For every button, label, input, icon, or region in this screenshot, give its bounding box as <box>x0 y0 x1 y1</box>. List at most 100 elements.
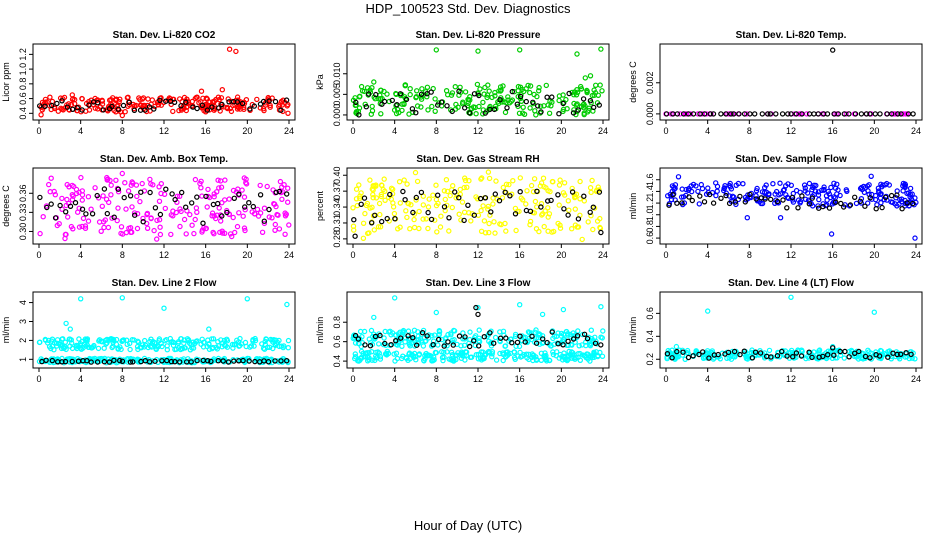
data-point <box>134 356 141 362</box>
hourly-point <box>214 200 221 207</box>
x-tick-label: 20 <box>556 374 566 384</box>
data-point <box>763 182 769 188</box>
hourly-point <box>679 200 685 206</box>
data-point <box>385 350 392 357</box>
data-point <box>486 229 492 236</box>
outlier-point <box>574 51 580 57</box>
data-point <box>384 91 390 97</box>
hourly-point <box>387 191 393 198</box>
hourly-point <box>548 197 554 204</box>
hourly-point <box>556 110 562 117</box>
data-point <box>486 338 492 344</box>
data-point <box>176 107 182 114</box>
data-point <box>241 194 248 200</box>
data-point <box>816 348 822 354</box>
hourly-point <box>178 103 184 109</box>
hourly-point <box>130 359 136 365</box>
hourly-point <box>725 349 732 356</box>
data-point <box>274 339 281 346</box>
hourly-point <box>356 112 362 118</box>
hourly-point <box>831 352 837 358</box>
outlier-point <box>67 326 74 332</box>
hourly-point <box>234 99 241 105</box>
x-tick-label: 4 <box>392 374 397 384</box>
data-point <box>157 95 163 102</box>
hourly-point <box>252 358 258 365</box>
data-point <box>462 357 468 363</box>
data-point <box>500 357 506 364</box>
hourly-point <box>784 205 790 211</box>
data-point <box>234 223 241 230</box>
data-point <box>105 224 112 231</box>
plot-title: Stan. Dev. Amb. Box Temp. <box>100 154 228 165</box>
data-point <box>510 177 516 184</box>
data-point <box>108 96 114 103</box>
x-tick-label: 20 <box>556 250 566 260</box>
x-tick-label: 24 <box>911 250 921 260</box>
plot-title: Stan. Dev. Li-820 Pressure <box>416 30 541 41</box>
plot-title: Stan. Dev. Line 2 Flow <box>112 278 217 289</box>
x-tick-label: 16 <box>828 374 838 384</box>
data-point <box>825 348 832 354</box>
hourly-point <box>894 192 900 198</box>
hourly-point <box>49 102 55 109</box>
hourly-point <box>534 188 540 194</box>
data-point <box>492 334 499 341</box>
data-point <box>259 341 265 347</box>
data-point <box>436 331 442 337</box>
y-axis-label: ml/min <box>628 317 638 344</box>
hourly-point <box>48 201 54 207</box>
data-point <box>351 227 357 233</box>
data-point <box>537 331 543 338</box>
data-point <box>462 177 469 184</box>
hourly-point <box>410 209 416 216</box>
hourly-point <box>418 189 425 196</box>
y-tick-label: 0.8 <box>332 316 342 329</box>
outlier-point <box>485 169 492 175</box>
hourly-point <box>163 186 169 192</box>
plot-title: Stan. Dev. Li-820 CO2 <box>113 30 216 41</box>
hourly-point <box>452 189 458 195</box>
data-point <box>242 206 248 213</box>
hourly-point <box>570 336 577 342</box>
data-point <box>801 182 808 188</box>
hourly-point <box>785 111 791 117</box>
hourly-point <box>438 99 445 105</box>
y-tick-label: 0.8 <box>18 78 28 91</box>
data-point <box>221 197 228 203</box>
hourly-point <box>514 339 521 346</box>
hourly-point <box>762 196 768 202</box>
outlier-point <box>473 304 479 311</box>
hourly-point <box>780 197 786 203</box>
hourly-point <box>450 342 456 348</box>
data-point <box>149 340 155 346</box>
data-point <box>912 356 918 362</box>
data-point <box>433 182 439 188</box>
data-point <box>551 333 558 340</box>
x-tick-label: 12 <box>159 374 169 384</box>
y-tick-label: 0.005 <box>332 83 342 106</box>
outlier-point <box>788 294 794 300</box>
outlier-point <box>475 48 481 54</box>
y-tick-label: 0.4 <box>332 355 342 368</box>
hourly-point <box>833 199 839 205</box>
x-tick-label: 0 <box>350 126 355 136</box>
x-tick-label: 20 <box>242 126 252 136</box>
data-point <box>562 192 568 198</box>
hourly-point <box>152 358 158 364</box>
data-point <box>52 191 59 198</box>
hourly-point <box>477 195 484 202</box>
outlier-point <box>587 73 594 79</box>
data-point <box>665 193 671 199</box>
data-point <box>95 345 102 352</box>
data-point <box>433 196 440 203</box>
outlier-point <box>433 47 439 53</box>
data-point <box>176 96 183 102</box>
x-tick-label: 4 <box>392 126 397 136</box>
hourly-point <box>69 106 76 113</box>
hourly-point <box>151 106 157 112</box>
hourly-point <box>825 352 831 358</box>
hourly-point <box>456 194 462 201</box>
data-point <box>133 182 140 188</box>
data-point <box>713 180 719 186</box>
